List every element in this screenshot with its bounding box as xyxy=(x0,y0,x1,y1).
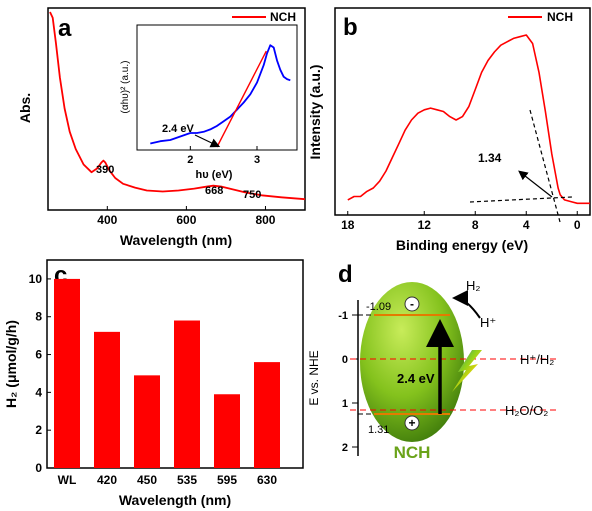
panel-a-x-tick-label: 600 xyxy=(176,213,196,227)
panel-b-baseline-fit xyxy=(469,196,573,203)
panel-c-bar xyxy=(174,320,200,468)
panel-c-y-tick-label: 10 xyxy=(29,272,43,286)
panel-c-x-tick-label: 450 xyxy=(137,473,157,487)
panel-c-ylabel: H₂ (μmol/g/h) xyxy=(3,320,19,408)
nch-label: NCH xyxy=(394,443,431,462)
panel-b-x-tick-label: 0 xyxy=(574,218,581,232)
panel-a-ylabel: Abs. xyxy=(17,93,33,123)
panel-c-y-tick-label: 8 xyxy=(35,310,42,324)
panel-b-annotation: 1.34 xyxy=(478,151,502,165)
hole-sign: + xyxy=(408,416,415,430)
panel-b-legend-label: NCH xyxy=(547,10,573,24)
panel-c-y-tick-label: 6 xyxy=(35,348,42,362)
electron-icon xyxy=(404,296,420,312)
panel-c-bar xyxy=(214,394,240,468)
panel-d: d -1 0 1 2 E vs. NHE - + 2.4 eV H₂ H⁺ -1.09… xyxy=(307,261,560,462)
panel-b-label: b xyxy=(343,14,358,41)
panel-c-bar xyxy=(254,362,280,468)
panel-b-xlabel: Binding energy (eV) xyxy=(396,237,528,253)
inset-frame xyxy=(136,24,298,151)
panel-a-legend-label: NCH xyxy=(270,10,296,24)
hplus-label: H⁺ xyxy=(480,315,496,330)
panel-a-annotation-390: 390 xyxy=(96,164,114,176)
panel-c-y-tick-label: 4 xyxy=(35,385,42,399)
panel-c-x-tick-label: WL xyxy=(58,473,77,487)
inset-tauc-line xyxy=(150,44,291,145)
panel-c-bars xyxy=(54,278,280,468)
panel-a-annotation-750: 750 xyxy=(243,189,261,201)
panel-d-y-tick-label: 1 xyxy=(342,398,348,410)
panel-d-ylabel: E vs. NHE xyxy=(307,350,321,405)
electron-sign: - xyxy=(410,297,414,311)
panel-c-x-tick-label: 595 xyxy=(217,473,237,487)
inset-series xyxy=(150,44,291,148)
panel-c-x-tick-label: 420 xyxy=(97,473,117,487)
panel-d-label: d xyxy=(338,261,353,288)
panel-c-y-tick-label: 0 xyxy=(35,461,42,475)
panel-b-x-axis: 18 12 8 4 0 xyxy=(341,211,581,232)
h2-label: H₂ xyxy=(466,278,480,293)
cb-potential-label: -1.09 xyxy=(366,301,391,313)
panel-a-xlabel: Wavelength (nm) xyxy=(120,232,232,248)
panel-b-x-tick-label: 4 xyxy=(523,218,530,232)
inset-annotation-arrow xyxy=(194,134,221,148)
panel-b-x-tick-label: 8 xyxy=(472,218,479,232)
panel-d-y-tick-label: 2 xyxy=(342,442,348,454)
h2-evolution-arrow xyxy=(452,290,481,319)
panel-b-x-tick-label: 12 xyxy=(418,218,432,232)
panel-a-x-tick-label: 800 xyxy=(255,213,275,227)
panel-a-frame xyxy=(47,7,306,211)
panel-b: b 18 12 8 4 0 Binding energy (eV) Intensity … xyxy=(307,7,591,253)
hole-icon xyxy=(404,415,420,431)
panel-b-ylabel: Intensity (a.u.) xyxy=(307,65,323,160)
redox-o-label: H₂O/O₂ xyxy=(505,403,548,418)
panel-a-x-axis: 400 600 800 xyxy=(97,206,276,227)
panel-a: a 400 600 800 Wavelength (nm) Abs. NCH 390… xyxy=(17,7,306,248)
panel-b-frame xyxy=(334,7,591,216)
panel-a-series xyxy=(49,11,306,201)
panel-c-bar xyxy=(134,375,160,468)
inset-tangent-line xyxy=(216,50,267,148)
panel-d-y-axis: -1 0 1 2 xyxy=(338,310,358,454)
light-bolt-icon xyxy=(452,350,482,392)
panel-c-xlabel: Wavelength (nm) xyxy=(119,492,231,508)
panel-c-x-tick-label: 535 xyxy=(177,473,197,487)
panel-d-y-tick-label: -1 xyxy=(338,310,348,322)
panel-c-y-axis: 0 2 4 6 8 10 xyxy=(29,272,51,475)
inset-annotation-gap: 2.4 eV xyxy=(162,123,194,135)
redox-h-label: H⁺/H₂ xyxy=(520,352,554,367)
panel-a-nch-line xyxy=(49,11,306,201)
panel-b-series xyxy=(347,34,590,205)
inset-xlabel: hυ (eV) xyxy=(196,169,233,181)
panel-c-bar xyxy=(94,331,120,468)
inset-x-tick-label: 2 xyxy=(187,154,193,166)
panel-a-label: a xyxy=(58,15,72,42)
panel-c-y-tick-label: 2 xyxy=(35,423,42,437)
panel-b-annotation-arrow xyxy=(518,170,553,198)
panel-a-annotation-668: 668 xyxy=(205,185,223,197)
panel-c-x-tick-label: 630 xyxy=(257,473,277,487)
vb-potential-label: 1.31 xyxy=(368,424,389,436)
panel-c-bar xyxy=(54,278,80,468)
inset-x-tick-label: 3 xyxy=(254,154,260,166)
panel-a-x-tick-label: 400 xyxy=(97,213,117,227)
panel-b-edge-fit xyxy=(529,109,561,223)
band-gap-label: 2.4 eV xyxy=(397,371,435,386)
panel-b-x-tick-label: 18 xyxy=(341,218,355,232)
panel-b-nch-line xyxy=(347,34,590,205)
panel-d-y-tick-label: 0 xyxy=(342,354,348,366)
inset-ylabel: (αhυ)² (a.u.) xyxy=(120,61,131,114)
panel-c-x-axis: WL 420 450 535 595 630 xyxy=(58,473,278,487)
